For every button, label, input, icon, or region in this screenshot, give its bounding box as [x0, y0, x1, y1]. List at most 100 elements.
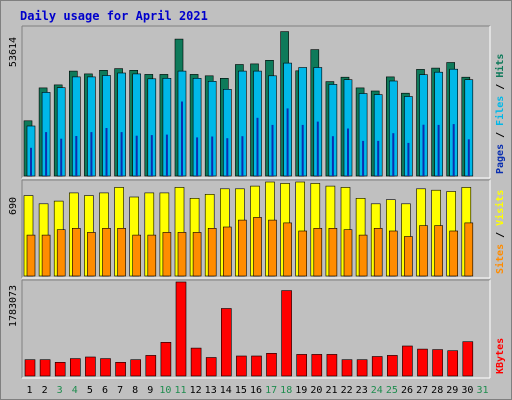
bar-kbytes-day-27 — [417, 348, 428, 377]
bar-pages-day-23 — [362, 140, 365, 176]
x-label-day-7: 7 — [117, 385, 123, 396]
bar-kbytes-day-23 — [356, 359, 368, 377]
legend-text: Pages / Files / Hits — [494, 54, 506, 174]
bar-kbytes-day-18 — [281, 290, 292, 377]
x-label-day-17: 17 — [265, 385, 277, 396]
bar-kbytes-day-16 — [251, 355, 262, 377]
bar-kbytes-day-17 — [266, 352, 277, 377]
y-max-label: 690 — [8, 197, 19, 215]
bar-pages-day-18 — [286, 108, 289, 176]
x-label-day-1: 1 — [26, 385, 32, 396]
panel-hits-files-pages: 53614 Pages / Files / Hits — [8, 25, 506, 179]
bar-pages-day-10 — [165, 134, 168, 176]
bar-sites-day-9 — [147, 234, 157, 277]
x-label-day-12: 12 — [190, 385, 202, 396]
legend-axis-labels: Sites / Visits — [494, 190, 506, 274]
bar-pages-day-28 — [437, 124, 440, 176]
bar-sites-day-22 — [343, 229, 353, 277]
x-axis-day-labels: 1 2 3 4 5 6 7 8 9 10 11 12 13 14 15 16 17 18 19 20 21 22 23 24 2… — [26, 385, 488, 396]
bar-sites-day-30 — [464, 222, 474, 277]
bar-sites-day-13 — [207, 228, 217, 277]
x-label-day-28: 28 — [431, 385, 443, 396]
x-label-day-29: 29 — [446, 385, 458, 396]
x-label-day-15: 15 — [235, 385, 247, 396]
bar-kbytes-day-13 — [205, 357, 217, 377]
x-label-day-14: 14 — [220, 385, 232, 396]
x-label-day-18: 18 — [280, 385, 292, 396]
x-label-day-11: 11 — [174, 385, 186, 396]
legend-pages: Pages — [495, 144, 506, 174]
bar-kbytes-day-3 — [54, 361, 66, 377]
bar-pages-day-16 — [256, 117, 259, 176]
legend-hits: Hits — [494, 54, 506, 78]
bar-kbytes-day-12 — [190, 347, 202, 377]
bar-sites-day-24 — [373, 228, 383, 277]
bar-sites-day-15 — [238, 219, 247, 277]
bar-sites-day-27 — [419, 225, 428, 277]
panel-kbytes: 1783073 KBytes — [8, 279, 506, 379]
bar-pages-day-17 — [271, 124, 274, 176]
bar-kbytes-day-4 — [70, 358, 81, 377]
legend-text: Sites / Visits — [494, 190, 506, 274]
legend-axis-labels: KBytes — [495, 338, 506, 374]
bar-kbytes-day-29 — [447, 350, 459, 377]
bar-sites-day-5 — [87, 232, 96, 277]
bar-sites-day-23 — [358, 234, 368, 277]
legend-separator: / — [495, 78, 506, 96]
legend-axis-labels: Pages / Files / Hits — [494, 54, 506, 174]
bar-sites-day-14 — [223, 226, 232, 277]
bar-kbytes-day-14 — [221, 308, 232, 377]
bar-sites-day-25 — [388, 230, 398, 277]
bar-kbytes-day-1 — [24, 359, 36, 377]
legend-visits: Visits — [494, 190, 506, 226]
bar-sites-day-19 — [298, 230, 308, 277]
bar-pages-day-25 — [392, 133, 395, 176]
x-label-day-30: 30 — [461, 385, 473, 396]
bar-sites-day-29 — [449, 230, 459, 277]
bar-kbytes-day-5 — [85, 356, 96, 377]
bar-kbytes-day-2 — [39, 359, 51, 377]
bar-sites-day-4 — [72, 228, 81, 277]
bar-sites-day-16 — [253, 217, 262, 277]
bar-kbytes-day-6 — [100, 358, 111, 377]
bar-pages-day-1 — [30, 147, 32, 176]
x-label-day-22: 22 — [341, 385, 353, 396]
bar-sites-day-6 — [102, 228, 111, 277]
x-label-day-9: 9 — [147, 385, 153, 396]
x-label-day-6: 6 — [102, 385, 108, 396]
bar-pages-day-11 — [181, 101, 183, 176]
bar-pages-day-20 — [316, 121, 319, 176]
bar-pages-day-27 — [422, 124, 425, 176]
bar-kbytes-day-24 — [371, 356, 383, 377]
bar-pages-day-12 — [196, 137, 199, 176]
bar-pages-day-3 — [60, 138, 63, 176]
x-label-day-24: 24 — [371, 385, 383, 396]
bar-kbytes-day-8 — [130, 359, 141, 377]
bar-kbytes-day-10 — [160, 341, 172, 377]
bar-sites-day-10 — [162, 232, 172, 277]
legend-separator: / — [495, 226, 506, 244]
legend-kbytes: KBytes — [495, 338, 506, 374]
x-label-day-20: 20 — [310, 385, 322, 396]
x-label-day-26: 26 — [401, 385, 413, 396]
legend-files: Files — [494, 96, 506, 126]
bar-kbytes-day-11 — [175, 281, 187, 377]
bar-sites-day-3 — [56, 229, 66, 277]
bar-pages-day-7 — [120, 132, 123, 176]
x-label-day-8: 8 — [132, 385, 138, 396]
x-label-day-25: 25 — [386, 385, 398, 396]
bar-pages-day-15 — [241, 136, 244, 176]
bar-pages-day-2 — [45, 132, 48, 176]
x-label-day-19: 19 — [295, 385, 307, 396]
bar-pages-day-22 — [347, 128, 349, 176]
x-label-day-13: 13 — [205, 385, 217, 396]
bar-kbytes-day-21 — [326, 354, 338, 377]
x-label-day-10: 10 — [159, 385, 171, 396]
x-label-day-2: 2 — [42, 385, 48, 396]
bar-sites-day-11 — [177, 232, 187, 277]
bar-pages-day-30 — [467, 139, 470, 176]
bar-sites-day-17 — [268, 219, 277, 277]
bar-pages-day-5 — [90, 132, 93, 176]
bar-pages-day-4 — [75, 136, 78, 176]
